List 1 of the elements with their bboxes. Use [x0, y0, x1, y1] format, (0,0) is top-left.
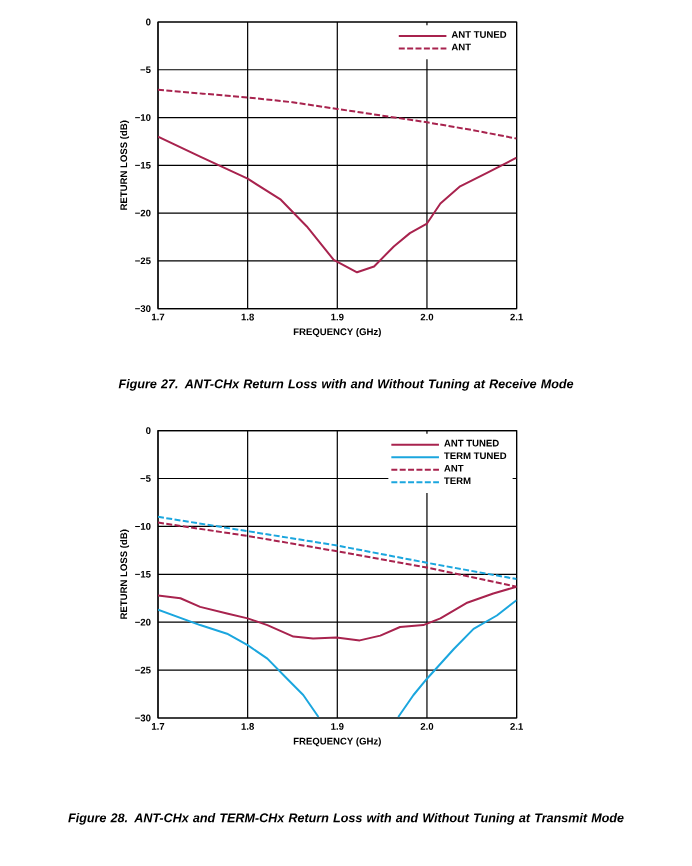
line-series — [158, 135, 517, 274]
